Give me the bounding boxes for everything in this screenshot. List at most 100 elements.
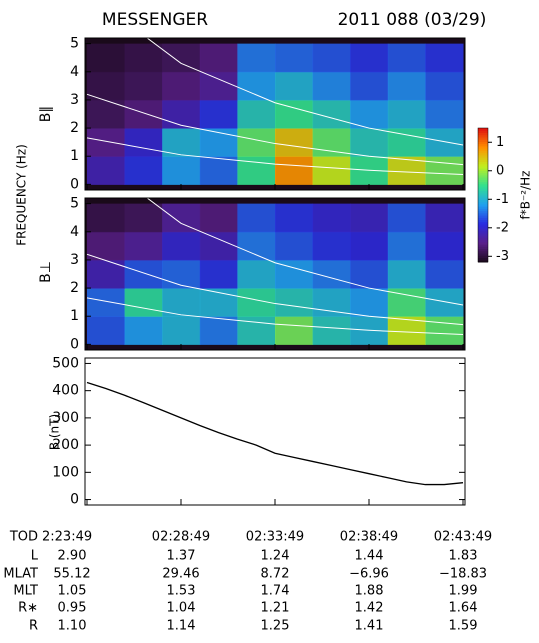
colorbar-segment [478, 201, 488, 205]
heatmap-cell [425, 156, 464, 185]
heatmap-cell [124, 71, 163, 101]
heatmap-cell [312, 231, 351, 261]
table-cell: 2.90 [58, 549, 87, 564]
row-label: TOD [9, 530, 38, 545]
colorbar-segment [478, 195, 488, 198]
heatmap-cell [387, 203, 426, 233]
colorbar-tick-label: -1 [496, 192, 509, 207]
frequency-line [86, 93, 464, 166]
table-cell: 1.21 [261, 601, 290, 616]
table-cell: 1.41 [355, 619, 384, 634]
y-tick-label: 400 [52, 383, 79, 399]
table-cell: 1.88 [355, 584, 384, 599]
heatmap-cell [312, 203, 351, 233]
colorbar-segment [478, 139, 488, 142]
table-cell: 02:38:49 [340, 530, 398, 545]
heatmap-cell [425, 259, 464, 289]
colorbar-segment [478, 157, 488, 160]
heatmap-cell [312, 43, 351, 73]
heatmap-cell [275, 43, 314, 73]
heatmap-cell [237, 203, 276, 233]
colorbar-segment [478, 132, 488, 136]
colorbar-segment [478, 177, 488, 180]
heatmap-cell [425, 43, 464, 73]
heatmap-cell [312, 128, 351, 157]
heatmap-cell [350, 128, 389, 157]
colorbar-segment [478, 250, 488, 254]
colorbar-segment [478, 163, 488, 167]
heatmap-cell [425, 231, 464, 261]
colorbar-segment [478, 215, 488, 218]
y-tick-label: 3 [70, 92, 79, 108]
heatmap-cell [199, 43, 238, 73]
heatmap-cell [162, 259, 201, 289]
y-tick-label: 200 [52, 437, 79, 453]
colorbar-segment [478, 199, 488, 203]
table-cell: 1.14 [167, 619, 196, 634]
heatmap-cell [162, 128, 201, 157]
heatmap-cell [124, 288, 163, 317]
y-tick-label: 1 [70, 148, 79, 164]
panel-label: B⊥ [38, 261, 54, 283]
row-label: R∗ [18, 601, 38, 616]
y-tick-label: 5 [70, 196, 79, 212]
colorbar-segment [478, 246, 488, 250]
colorbar-segment [478, 224, 488, 227]
y-tick-label: 500 [52, 355, 79, 371]
panel-label: B∥ [38, 106, 54, 123]
subtitle: 2011 088 (03/29) [338, 10, 487, 30]
heatmap-cell [350, 99, 389, 129]
heatmap-cell [162, 231, 201, 261]
table-cell: −18.83 [439, 567, 487, 582]
colorbar-segment [478, 188, 488, 192]
colorbar-segment [478, 259, 488, 263]
table-cell: 2:23:49 [42, 530, 92, 545]
heatmap-cell [87, 99, 126, 129]
table-cell: 55.12 [53, 567, 90, 582]
heatmap-cell [237, 99, 276, 129]
table-cell: 1.59 [449, 619, 478, 634]
heatmap-cell [87, 231, 126, 261]
colorbar-segment [478, 212, 488, 216]
frequency-line [86, 137, 464, 176]
heatmap-cell [87, 43, 126, 73]
heatmap-cell [162, 203, 201, 233]
y-tick-label: 0 [70, 336, 79, 352]
heatmap-cell [237, 259, 276, 289]
heatmap-cell [87, 288, 126, 317]
heatmap-cell [124, 156, 163, 185]
heatmap-cell [199, 203, 238, 233]
heatmap-cell [124, 203, 163, 233]
colorbar-segment [478, 257, 488, 261]
row-label: MLT [13, 584, 38, 599]
heatmap-cell [275, 288, 314, 317]
row-label: R [29, 619, 38, 634]
colorbar-segment [478, 210, 488, 214]
heatmap-cell [87, 128, 126, 157]
heatmap-cell [425, 288, 464, 317]
colorbar-segment [478, 190, 488, 194]
colorbar-segment [478, 235, 488, 238]
colorbar-segment [478, 237, 488, 241]
heatmap-cell [350, 231, 389, 261]
colorbar-segment [478, 174, 488, 178]
colorbar-segment [478, 248, 488, 252]
row-label: MLAT [3, 567, 38, 582]
heatmap-cell [162, 156, 201, 185]
table-cell: 1.05 [58, 584, 87, 599]
heatmap-cell [124, 128, 163, 157]
heatmap-cell [425, 99, 464, 129]
colorbar-segment [478, 232, 488, 236]
table-cell: 1.74 [261, 584, 290, 599]
frequency-line [146, 38, 464, 146]
heatmap-cell [350, 71, 389, 101]
heatmap-cell [425, 316, 464, 345]
heatmap-cell [124, 316, 163, 345]
table-cell: 1.37 [167, 549, 196, 564]
colorbar-segment [478, 150, 488, 154]
y-tick-label: 4 [70, 64, 79, 80]
y-axis-label: FREQUENCY (Hz) [15, 144, 29, 246]
heatmap-cell [350, 288, 389, 317]
heatmap-cell [237, 231, 276, 261]
